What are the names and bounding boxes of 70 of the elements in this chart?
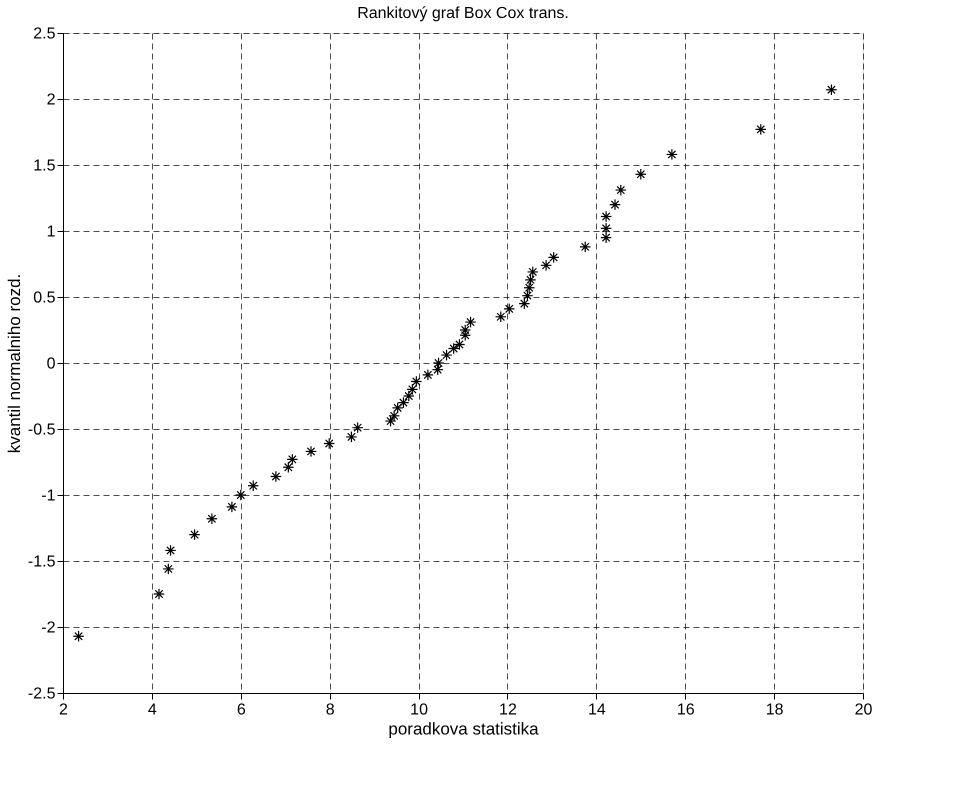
point — [234, 489, 247, 501]
point — [72, 630, 84, 642]
point — [600, 232, 612, 244]
y-tick-label: -2.5 — [28, 686, 56, 702]
point — [282, 461, 294, 474]
x-tick-label: 6 — [236, 702, 246, 718]
point — [464, 316, 476, 328]
point — [503, 303, 516, 315]
point — [494, 310, 507, 323]
y-tick-label: 2.5 — [33, 26, 56, 42]
point — [526, 266, 539, 278]
point — [164, 544, 176, 556]
point — [579, 240, 592, 253]
point — [540, 259, 552, 272]
point — [398, 396, 410, 408]
point — [162, 563, 174, 575]
point — [206, 512, 218, 525]
point — [524, 274, 536, 286]
point — [226, 501, 238, 513]
y-tick-label: 0.5 — [33, 290, 56, 306]
x-axis-title: poradkova statistika — [388, 720, 540, 738]
point — [270, 470, 282, 482]
point — [346, 431, 358, 443]
y-tick-label: 2 — [46, 92, 56, 108]
point — [666, 148, 678, 160]
x-tick-label: 4 — [148, 702, 157, 718]
point — [188, 528, 200, 540]
x-tick-label: 12 — [499, 702, 517, 718]
y-tick-label: 1 — [46, 224, 56, 240]
point — [522, 290, 534, 302]
point — [634, 168, 647, 180]
point — [406, 384, 418, 396]
point — [614, 184, 627, 196]
point — [247, 480, 260, 492]
point — [518, 298, 530, 310]
point — [352, 422, 364, 434]
point — [440, 349, 452, 361]
y-tick-label: -0.5 — [28, 422, 56, 438]
point — [388, 410, 400, 422]
point — [600, 222, 612, 234]
x-tick-label: 10 — [410, 702, 428, 718]
point — [402, 390, 415, 402]
point — [523, 282, 536, 294]
point — [754, 124, 767, 136]
x-tick-label: 20 — [854, 702, 872, 718]
chart-title: Rankitový graf Box Cox trans. — [357, 5, 569, 22]
point — [323, 438, 336, 450]
point — [459, 324, 472, 336]
point — [384, 415, 396, 427]
point — [153, 588, 165, 600]
point — [600, 210, 612, 222]
y-tick-label: -2 — [41, 620, 56, 636]
x-tick-label: 8 — [326, 702, 335, 718]
x-tick-label: 18 — [766, 702, 784, 718]
y-axis-title: kvantil normalniho rozd. — [4, 274, 24, 454]
y-tick-label: 1.5 — [33, 158, 56, 174]
x-tick-label: 14 — [588, 702, 606, 718]
x-tick-label: 16 — [676, 702, 695, 718]
point — [410, 376, 422, 388]
point — [609, 198, 621, 210]
x-tick-label: 2 — [59, 702, 68, 718]
point — [305, 446, 317, 458]
point — [826, 84, 838, 96]
point — [392, 402, 404, 414]
y-tick-label: -1 — [41, 488, 56, 504]
point — [432, 357, 444, 369]
y-tick-label: 0 — [46, 356, 56, 372]
y-tick-label: -1.5 — [28, 554, 56, 570]
point — [548, 252, 560, 264]
point — [286, 454, 298, 466]
